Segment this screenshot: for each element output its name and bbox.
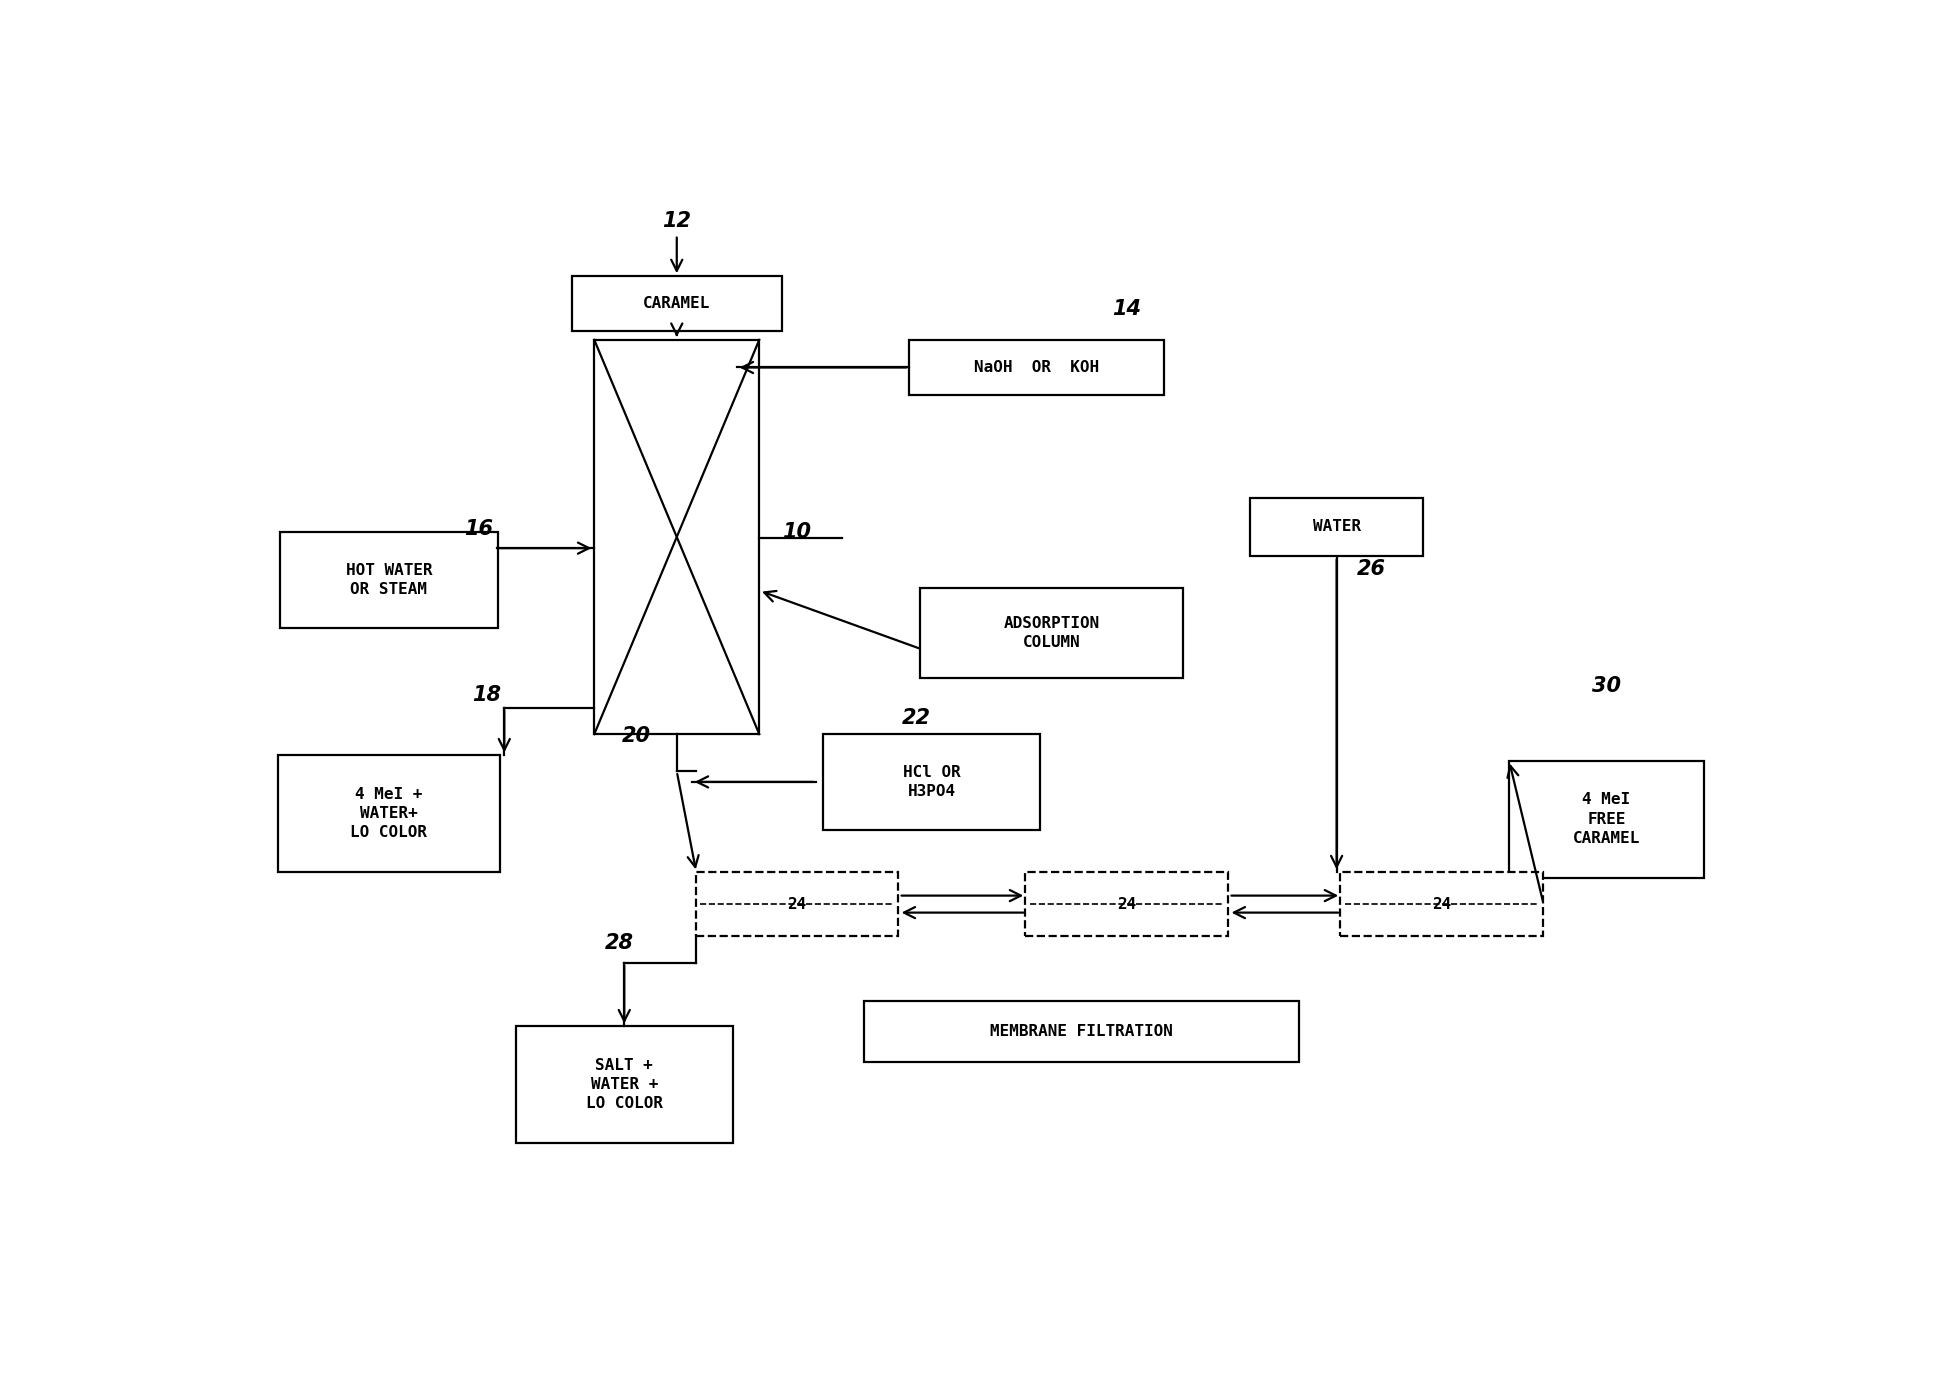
Text: 20: 20: [621, 726, 650, 747]
Text: NaOH  OR  KOH: NaOH OR KOH: [973, 360, 1099, 375]
Text: 18: 18: [472, 684, 501, 705]
FancyBboxPatch shape: [279, 755, 499, 872]
Text: 22: 22: [902, 708, 931, 729]
Text: 24: 24: [1432, 897, 1451, 912]
FancyBboxPatch shape: [281, 533, 497, 628]
Text: 30: 30: [1593, 676, 1622, 697]
Text: CARAMEL: CARAMEL: [642, 297, 710, 312]
FancyBboxPatch shape: [515, 1027, 733, 1143]
Text: SALT +
WATER +
LO COLOR: SALT + WATER + LO COLOR: [586, 1058, 664, 1111]
FancyBboxPatch shape: [1026, 872, 1229, 936]
Text: 4 MeI
FREE
CARAMEL: 4 MeI FREE CARAMEL: [1573, 792, 1641, 846]
FancyBboxPatch shape: [1341, 872, 1542, 936]
Text: 4 MeI +
WATER+
LO COLOR: 4 MeI + WATER+ LO COLOR: [350, 787, 428, 840]
Text: 26: 26: [1356, 559, 1385, 580]
Text: 28: 28: [606, 933, 635, 954]
Text: 10: 10: [782, 522, 811, 542]
Text: HOT WATER
OR STEAM: HOT WATER OR STEAM: [346, 563, 432, 598]
FancyBboxPatch shape: [1250, 498, 1422, 556]
FancyBboxPatch shape: [573, 276, 782, 331]
FancyBboxPatch shape: [865, 1000, 1298, 1063]
Text: 24: 24: [788, 897, 807, 912]
Text: 14: 14: [1113, 299, 1142, 319]
FancyBboxPatch shape: [822, 734, 1041, 829]
Text: 12: 12: [662, 211, 691, 230]
Text: ADSORPTION
COLUMN: ADSORPTION COLUMN: [1004, 615, 1099, 650]
Text: 24: 24: [1116, 897, 1136, 912]
Text: HCl OR
H3PO4: HCl OR H3PO4: [904, 765, 960, 799]
FancyBboxPatch shape: [909, 339, 1165, 395]
Text: 16: 16: [464, 519, 493, 540]
Bar: [594, 339, 759, 734]
FancyBboxPatch shape: [695, 872, 898, 936]
Text: WATER: WATER: [1312, 519, 1360, 534]
FancyBboxPatch shape: [921, 588, 1182, 679]
FancyBboxPatch shape: [1509, 760, 1705, 878]
Text: MEMBRANE FILTRATION: MEMBRANE FILTRATION: [991, 1024, 1173, 1039]
